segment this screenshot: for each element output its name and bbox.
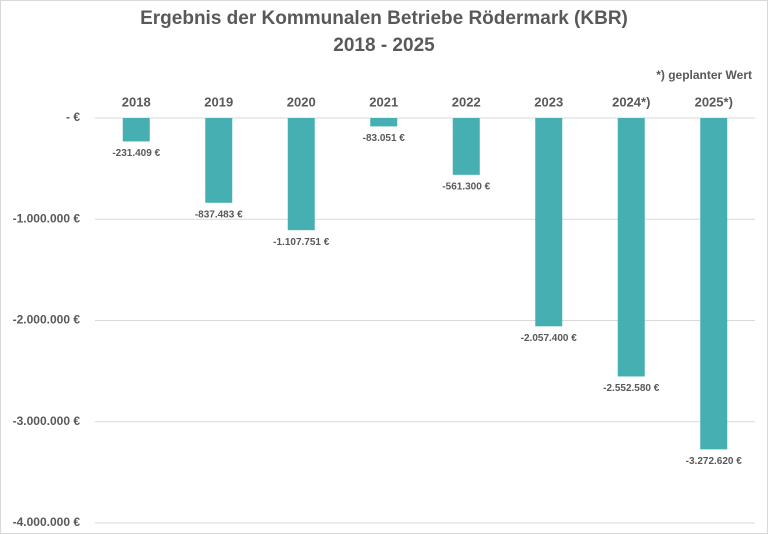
y-tick-label: -4.000.000 € <box>13 515 81 529</box>
value-label: -231.409 € <box>112 148 160 159</box>
value-label: -2.552.580 € <box>603 383 660 394</box>
bar <box>122 118 150 142</box>
bar <box>700 118 728 450</box>
x-tick-label: 2025*) <box>695 94 733 109</box>
x-tick-label: 2024*) <box>612 94 650 109</box>
x-tick-label: 2023 <box>534 94 563 109</box>
x-tick-label: 2020 <box>287 94 316 109</box>
y-tick-label: -2.000.000 € <box>13 313 81 327</box>
x-tick-label: 2022 <box>452 94 481 109</box>
annotation: *) geplanter Wert <box>656 68 752 82</box>
value-label: -3.272.620 € <box>686 456 743 467</box>
value-label: -561.300 € <box>442 181 490 192</box>
y-tick-label: -1.000.000 € <box>13 211 81 225</box>
bar <box>452 118 480 175</box>
chart-subtitle: 2018 - 2025 <box>333 35 435 56</box>
value-label: -2.057.400 € <box>521 333 578 344</box>
bar <box>205 118 233 203</box>
x-tick-label: 2018 <box>122 94 151 109</box>
bar <box>535 118 563 327</box>
value-label: -1.107.751 € <box>273 237 330 248</box>
chart-title: Ergebnis der Kommunalen Betriebe Röderma… <box>140 8 628 29</box>
bar <box>617 118 645 377</box>
y-tick-label: - € <box>66 110 80 124</box>
bar <box>370 118 398 127</box>
value-label: -837.483 € <box>195 209 243 220</box>
x-tick-label: 2019 <box>204 94 233 109</box>
value-label: -83.051 € <box>363 133 406 144</box>
y-tick-label: -3.000.000 € <box>13 414 81 428</box>
bar <box>287 118 315 231</box>
x-tick-label: 2021 <box>369 94 398 109</box>
